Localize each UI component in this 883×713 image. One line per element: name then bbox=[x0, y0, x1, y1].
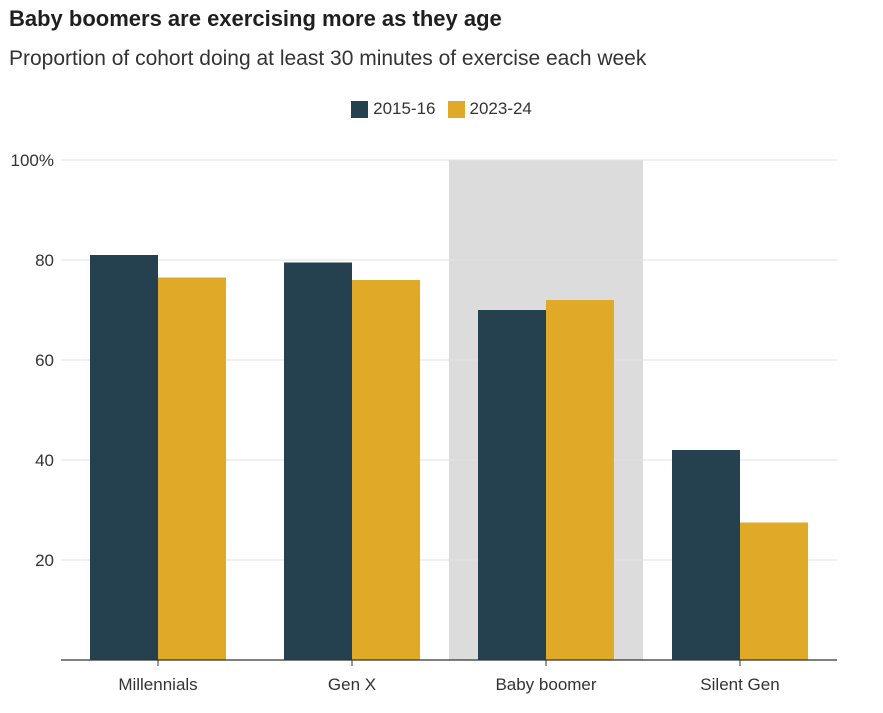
y-tick-label: 60 bbox=[35, 351, 54, 370]
bar-silent-gen-series-2 bbox=[740, 522, 808, 660]
legend-label-series-2: 2023-24 bbox=[469, 99, 532, 118]
legend: 2015-16 2023-24 bbox=[0, 99, 883, 119]
y-tick-label: 20 bbox=[35, 551, 54, 570]
y-tick-label: 40 bbox=[35, 451, 54, 470]
legend-item-series-1: 2015-16 bbox=[351, 99, 436, 119]
bar-millennials-series-2 bbox=[158, 277, 226, 660]
x-tick-label: Baby boomer bbox=[495, 675, 596, 694]
x-tick-label: Silent Gen bbox=[700, 675, 779, 694]
legend-item-series-2: 2023-24 bbox=[447, 99, 532, 119]
bar-silent-gen-series-1 bbox=[672, 450, 740, 660]
y-tick-label: 80 bbox=[35, 251, 54, 270]
y-tick-label: 100% bbox=[11, 151, 54, 170]
legend-swatch-series-2 bbox=[447, 100, 465, 118]
bar-baby-boomer-series-2 bbox=[546, 300, 614, 660]
bar-baby-boomer-series-1 bbox=[478, 310, 546, 660]
x-tick-label: Millennials bbox=[118, 675, 197, 694]
x-tick-label: Gen X bbox=[328, 675, 376, 694]
chart-subtitle: Proportion of cohort doing at least 30 m… bbox=[9, 47, 647, 70]
legend-label-series-1: 2015-16 bbox=[373, 99, 436, 118]
bar-gen-x-series-2 bbox=[352, 280, 420, 660]
bar-gen-x-series-1 bbox=[284, 262, 352, 660]
chart-title: Baby boomers are exercising more as they… bbox=[9, 6, 502, 31]
bar-millennials-series-1 bbox=[90, 255, 158, 660]
legend-swatch-series-1 bbox=[351, 100, 369, 118]
